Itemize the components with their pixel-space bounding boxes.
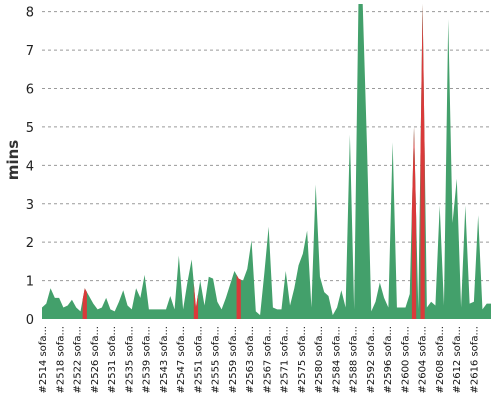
x-tick-label: #2555 sofa... [211, 326, 222, 394]
x-tick-label: #2567 sofa... [262, 326, 273, 394]
failed-build-spike [420, 4, 425, 319]
x-tick-label: #2559 sofa... [228, 326, 239, 394]
x-tick-label: #2592 sofa... [366, 326, 377, 394]
x-tick-label: #2547 sofa... [176, 326, 187, 394]
x-tick-label: #2518 sofa... [55, 326, 66, 394]
area-layer [42, 4, 491, 320]
y-tick-label: 4 [26, 159, 34, 174]
x-tick-label: #2616 sofa... [469, 326, 480, 394]
y-tick-label: 5 [26, 121, 34, 136]
y-tick-label: 3 [26, 198, 34, 213]
x-tick-label: #2526 sofa... [90, 326, 101, 394]
y-tick-label: 1 [26, 275, 34, 290]
x-tick-label: #2604 sofa... [418, 326, 429, 394]
y-axis-title: mins [4, 140, 22, 180]
x-tick-label: #2571 sofa... [280, 326, 291, 394]
x-tick-label: #2522 sofa... [73, 326, 84, 394]
x-axis: #2514 sofa... #2518 sofa... #2522 sofa... #… [38, 326, 480, 394]
x-tick-label: #2612 sofa... [452, 326, 463, 394]
y-tick-label: 6 [26, 83, 34, 98]
x-tick-label: #2575 sofa... [297, 326, 308, 394]
x-tick-label: #2514 sofa... [38, 326, 49, 394]
y-tick-label: 7 [26, 44, 34, 59]
x-tick-label: #2600 sofa... [400, 326, 411, 394]
failed-build-spike [411, 126, 417, 320]
x-tick-label: #2551 sofa... [193, 326, 204, 394]
x-tick-label: #2535 sofa... [124, 326, 135, 394]
y-tick-label: 8 [26, 6, 34, 21]
failed-build-spike [193, 283, 199, 319]
x-tick-label: #2588 sofa... [349, 326, 360, 394]
y-tick-label: 0 [26, 313, 34, 328]
x-tick-label: #2531 sofa... [107, 326, 118, 394]
y-tick-label: 2 [26, 236, 34, 251]
x-tick-label: #2580 sofa... [314, 326, 325, 394]
failed-build-spike [82, 288, 87, 319]
failed-build-spike [236, 274, 241, 319]
x-tick-label: #2543 sofa... [159, 326, 170, 394]
x-tick-label: #2608 sofa... [435, 326, 446, 394]
x-tick-label: #2596 sofa... [383, 326, 394, 394]
grid-layer [42, 11, 491, 282]
x-tick-label: #2563 sofa... [245, 326, 256, 394]
y-axis: 0 1 2 3 4 5 6 7 8 [26, 6, 34, 328]
x-tick-label: #2584 sofa... [331, 326, 342, 394]
x-tick-label: #2539 sofa... [142, 326, 153, 394]
duration-area [42, 4, 491, 319]
